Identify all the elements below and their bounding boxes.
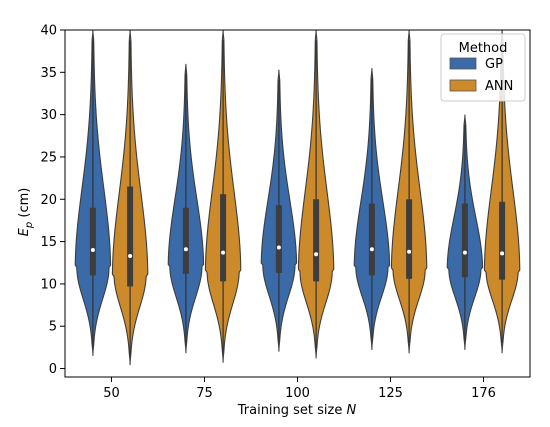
- violin-median-point: [407, 249, 412, 254]
- x-tick-label: 50: [103, 386, 120, 401]
- y-tick-label: 0: [49, 362, 57, 377]
- y-axis-label: Ep (cm): [17, 188, 35, 237]
- y-tick-label: 35: [40, 66, 57, 81]
- violin-median-point: [128, 253, 133, 258]
- violin-iqr-box: [127, 186, 134, 287]
- y-tick-label: 20: [40, 193, 57, 208]
- y-tick-label: 15: [40, 235, 57, 250]
- violin-median-point: [221, 250, 226, 255]
- x-axis: 50 75 100 125 176: [103, 377, 496, 401]
- x-axis-label: Training set size N: [237, 403, 357, 418]
- violin-median-point: [369, 247, 374, 252]
- legend-label-gp: GP: [485, 57, 503, 72]
- violin-iqr-box: [461, 203, 468, 278]
- y-tick-label: 25: [40, 150, 57, 165]
- plot-frame: [64, 29, 531, 378]
- y-tick-label: 5: [49, 320, 57, 335]
- x-tick-label: 100: [285, 386, 310, 401]
- violin-iqr-box: [313, 199, 320, 282]
- violin-median-point: [276, 245, 281, 250]
- violin-iqr-box: [406, 199, 413, 279]
- legend: Method GP ANN: [440, 33, 526, 102]
- y-tick-label: 40: [40, 24, 57, 39]
- violin-iqr-box: [499, 201, 506, 280]
- violin-median-point: [462, 250, 467, 255]
- violin-iqr-box: [182, 207, 189, 274]
- violin-median-point: [314, 252, 319, 257]
- violins-layer: [74, 29, 521, 366]
- y-tick-label: 30: [40, 108, 57, 123]
- violin-median-point: [90, 248, 95, 253]
- x-tick-label: 125: [378, 386, 403, 401]
- violin-iqr-box: [275, 205, 282, 273]
- x-tick-label: 176: [471, 386, 496, 401]
- legend-label-ann: ANN: [485, 79, 513, 94]
- violin-median-point: [183, 247, 188, 252]
- violin-iqr-box: [368, 203, 375, 276]
- legend-swatch-gp: [449, 57, 477, 70]
- violin-median-point: [500, 251, 505, 256]
- violin-iqr-box: [220, 194, 227, 282]
- y-tick-label: 10: [40, 277, 57, 292]
- x-tick-label: 75: [196, 386, 213, 401]
- legend-title: Method: [459, 41, 508, 56]
- legend-swatch-ann: [449, 79, 477, 92]
- y-axis: 0 5 10 15 20 25 30 35 40: [40, 24, 65, 377]
- violin-iqr-box: [89, 207, 96, 276]
